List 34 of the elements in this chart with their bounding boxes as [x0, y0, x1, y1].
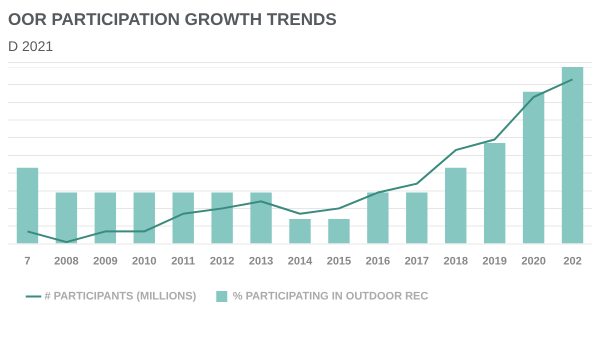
bar	[172, 192, 194, 244]
legend-label: # PARTICIPANTS (MILLIONS)	[44, 290, 197, 303]
bar	[328, 219, 350, 244]
chart-subtitle: D 2021	[8, 38, 54, 54]
bar	[16, 168, 38, 244]
bar	[94, 192, 116, 244]
bar	[211, 192, 233, 244]
bar	[406, 192, 428, 244]
x-tick-label: 2008	[54, 255, 79, 268]
bar	[367, 192, 389, 244]
x-tick-label: 2013	[248, 255, 274, 268]
x-tick-label: 2011	[171, 255, 196, 268]
x-tick-label: 2018	[443, 255, 468, 268]
bar	[56, 192, 78, 244]
bar	[289, 219, 311, 244]
bar	[250, 192, 272, 244]
x-tick-label: 2015	[326, 255, 352, 268]
x-tick-label: 202	[563, 255, 582, 268]
x-tick-label: 2019	[482, 255, 507, 268]
bar	[445, 168, 466, 244]
x-tick-label: 7	[24, 255, 31, 268]
bar	[134, 192, 155, 244]
legend-label: % PARTICIPATING IN OUTDOOR REC	[232, 290, 428, 303]
x-tick-label: 2016	[366, 255, 390, 268]
bar	[562, 67, 584, 244]
chart-title: OOR PARTICIPATION GROWTH TRENDS	[8, 10, 338, 30]
x-tick-label: 2014	[288, 255, 314, 268]
bar	[484, 143, 506, 244]
x-tick-label: 2020	[521, 255, 546, 268]
x-tick-label: 2010	[132, 255, 157, 268]
x-tick-label: 2017	[404, 255, 430, 268]
x-tick-label: 2009	[93, 255, 118, 268]
x-tick-label: 2012	[210, 255, 234, 268]
bar	[522, 92, 544, 244]
